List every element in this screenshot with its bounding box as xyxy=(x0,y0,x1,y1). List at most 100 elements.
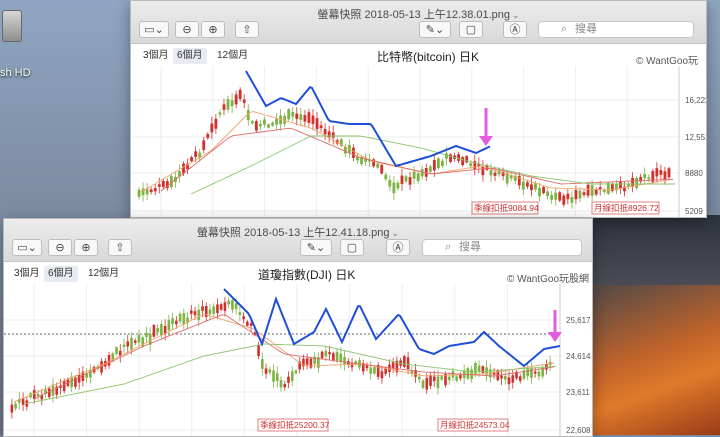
candle-body xyxy=(500,375,503,379)
candle-body xyxy=(323,128,327,135)
deduction-tag-box xyxy=(437,418,509,432)
wallpaper-mountain xyxy=(580,215,720,435)
candle-body xyxy=(429,374,432,386)
candle-body xyxy=(287,376,290,383)
period-tab-selected[interactable]: 6個月 xyxy=(44,266,78,282)
candle-body xyxy=(328,351,331,355)
candle-body xyxy=(354,361,358,365)
candle-body xyxy=(182,163,185,174)
watermark: © WantGoo玩股網 xyxy=(507,274,590,285)
candle-body xyxy=(218,112,222,115)
preview-window-bitcoin[interactable]: 螢幕快照 2018-05-13 上午12.38.01.png ⌄ ▭⌄ ⊖ ⊕ ⇧… xyxy=(130,0,707,218)
candle-body xyxy=(122,344,126,348)
period-tab-selected[interactable]: 6個月 xyxy=(173,48,207,64)
candle-body xyxy=(89,370,92,378)
zoom-in-icon[interactable]: ⊕ xyxy=(201,21,225,38)
sidebar-toggle-button[interactable]: ▭⌄ xyxy=(12,239,42,256)
candle-body xyxy=(182,313,186,325)
deduction-tag: 月線扣抵24573.04 xyxy=(440,420,510,430)
edit-box-icon[interactable]: ▢ xyxy=(459,21,483,38)
candle-body xyxy=(335,351,339,361)
candle-body xyxy=(267,124,270,128)
edit-box-icon[interactable]: ▢ xyxy=(340,239,364,256)
candle-body xyxy=(558,192,562,201)
candle-body xyxy=(246,110,250,121)
titlebar[interactable]: 螢幕快照 2018-05-13 上午12.41.18.png ⌄ ▭⌄ ⊖ ⊕ ⇧… xyxy=(4,219,592,262)
titlebar[interactable]: 螢幕快照 2018-05-13 上午12.38.01.png ⌄ ▭⌄ ⊖ ⊕ ⇧… xyxy=(131,1,706,44)
candle-body xyxy=(541,367,544,377)
candle-body xyxy=(231,300,234,310)
candle-body xyxy=(258,123,262,127)
search-field[interactable]: ⌕ 搜尋 xyxy=(538,21,694,38)
chevron-down-icon[interactable]: ⌄ xyxy=(391,228,400,238)
candle-body xyxy=(295,113,299,119)
candle-body xyxy=(126,341,130,347)
candle-body xyxy=(149,189,153,193)
drive-label: sh HD xyxy=(0,67,31,79)
window-title: 螢幕快照 2018-05-13 上午12.38.01.png xyxy=(317,9,511,21)
moving-average-line xyxy=(23,343,557,405)
candle-body xyxy=(291,111,295,117)
markup-pen-icon[interactable]: ✎⌄ xyxy=(419,21,451,38)
candle-body xyxy=(503,375,507,380)
markup-pen-icon[interactable]: ✎⌄ xyxy=(300,239,332,256)
candle-body xyxy=(287,109,291,120)
y-axis-label: 23,611 xyxy=(566,388,590,397)
candle-body xyxy=(534,182,537,190)
arrow-head xyxy=(548,332,562,342)
chart-title: 道瓊指數(DJI) 日K xyxy=(258,268,356,282)
candle-body xyxy=(396,182,400,189)
zoom-out-icon[interactable]: ⊖ xyxy=(48,239,72,256)
deduction-tag: 季線扣抵25200.37 xyxy=(260,420,330,430)
candle-body xyxy=(298,361,301,370)
candle-body xyxy=(21,398,25,405)
annotate-circle-icon[interactable]: Ⓐ xyxy=(503,21,527,38)
candle-body xyxy=(455,376,458,381)
chevron-down-icon[interactable]: ⌄ xyxy=(512,10,520,20)
deduction-tag-box xyxy=(591,201,660,215)
candle-body xyxy=(141,188,145,196)
candle-body xyxy=(81,371,85,381)
candle-body xyxy=(619,181,622,189)
candle-body xyxy=(466,368,470,379)
search-field[interactable]: ⌕ 搜尋 xyxy=(422,239,582,256)
zoom-in-icon[interactable]: ⊕ xyxy=(74,239,98,256)
candle-body xyxy=(18,398,21,403)
period-tab[interactable]: 3個月 xyxy=(143,50,169,61)
candle-body xyxy=(627,184,630,187)
candle-body xyxy=(416,173,420,181)
candle-body xyxy=(598,187,602,190)
candle-body xyxy=(40,394,44,400)
hard-drive-icon[interactable]: sh HD xyxy=(0,10,31,79)
candle-body xyxy=(522,370,526,379)
candle-body xyxy=(216,304,219,314)
candle-body xyxy=(444,373,447,386)
candle-body xyxy=(414,369,417,377)
candle-body xyxy=(610,183,614,191)
candle-body xyxy=(391,362,395,369)
period-tab[interactable]: 3個月 xyxy=(14,268,40,279)
period-tab[interactable]: 12個月 xyxy=(88,268,120,279)
candle-body xyxy=(161,180,165,187)
period-tab[interactable]: 12個月 xyxy=(217,50,249,61)
candle-body xyxy=(315,118,319,130)
zoom-out-icon[interactable]: ⊖ xyxy=(175,21,199,38)
sidebar-toggle-button[interactable]: ▭⌄ xyxy=(139,21,169,38)
candle-body xyxy=(238,89,242,99)
deduction-tag: 季線扣抵9084.94 xyxy=(474,203,539,213)
share-icon[interactable]: ⇧ xyxy=(108,239,132,256)
candle-body xyxy=(279,380,283,388)
candle-body xyxy=(515,371,518,379)
candle-body xyxy=(518,376,522,381)
candle-body xyxy=(582,192,586,196)
drive-icon xyxy=(2,10,22,42)
candle-body xyxy=(32,389,36,400)
share-icon[interactable]: ⇧ xyxy=(235,21,259,38)
search-placeholder: 搜尋 xyxy=(459,241,481,253)
candle-body xyxy=(643,174,647,179)
candle-body xyxy=(369,367,373,374)
chart-header: 3個月 6個月 12個月 比特幣(bitcoin) 日K © WantGoo玩股… xyxy=(131,44,706,82)
annotate-circle-icon[interactable]: Ⓐ xyxy=(386,239,410,256)
candle-body xyxy=(96,366,100,369)
preview-window-dji[interactable]: 螢幕快照 2018-05-13 上午12.41.18.png ⌄ ▭⌄ ⊖ ⊕ ⇧… xyxy=(3,218,593,437)
